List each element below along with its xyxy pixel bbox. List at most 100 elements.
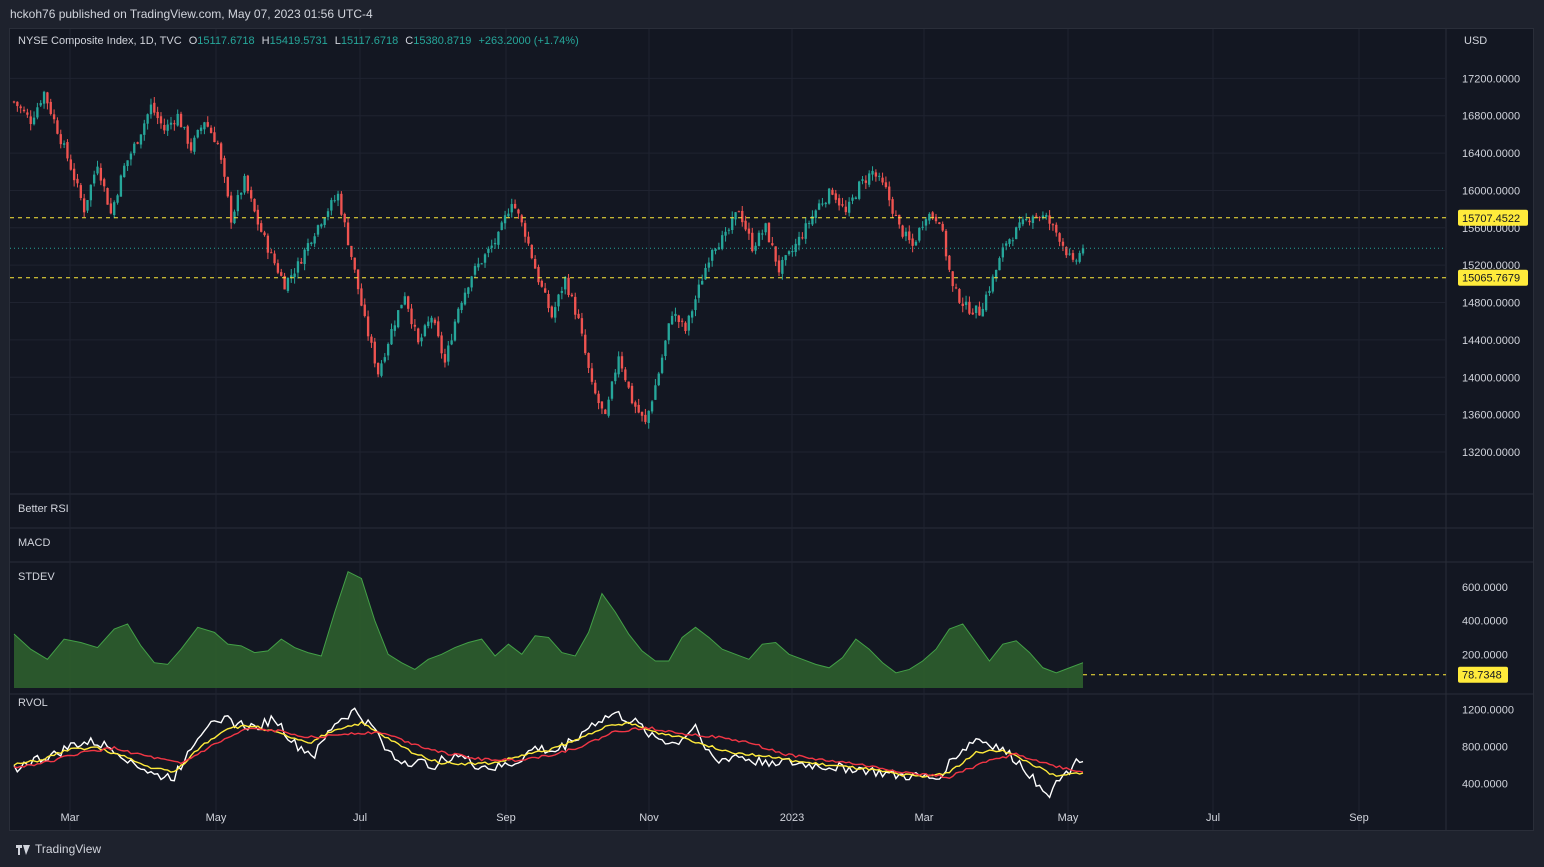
candle-body xyxy=(380,363,383,376)
candle-body xyxy=(106,188,109,205)
candle-body xyxy=(313,236,316,244)
candle-body xyxy=(126,160,129,167)
candle-body xyxy=(520,215,523,223)
candle-body xyxy=(493,242,497,245)
candle-body xyxy=(16,101,19,107)
candle-body xyxy=(253,198,256,212)
candle-body xyxy=(878,175,881,177)
candle-body xyxy=(751,232,754,252)
currency-label: USD xyxy=(1464,35,1487,47)
candle-body xyxy=(757,232,761,246)
x-tick-label: Sep xyxy=(1349,812,1369,824)
candle-body xyxy=(336,193,340,201)
pane-label-macd[interactable]: MACD xyxy=(18,537,51,549)
y-tick-label: 14800.0000 xyxy=(1462,298,1520,310)
candle-body xyxy=(1055,224,1058,233)
candle-body xyxy=(1038,217,1041,219)
candle-body xyxy=(343,213,346,223)
candle-body xyxy=(821,203,824,205)
candle-body xyxy=(430,317,433,323)
tradingview-logo-icon xyxy=(16,844,30,855)
candle-body xyxy=(764,223,767,233)
candle-body xyxy=(450,340,453,345)
ohlc-legend: NYSE Composite Index, 1D, TVC O15117.671… xyxy=(18,35,579,47)
stdev-value-label: 78.7348 xyxy=(1462,670,1502,682)
candle-body xyxy=(169,122,173,125)
candle-body xyxy=(423,325,427,337)
candle-body xyxy=(1015,227,1018,240)
candle-body xyxy=(383,357,386,362)
candle-body xyxy=(19,106,22,109)
x-tick-label: Jul xyxy=(353,812,367,824)
chart-frame[interactable] xyxy=(9,28,1534,831)
candle-body xyxy=(868,173,871,185)
pane-label-stdev[interactable]: STDEV xyxy=(18,571,55,583)
candle-body xyxy=(470,276,473,288)
candle-body xyxy=(490,245,493,248)
symbol-name[interactable]: NYSE Composite Index, 1D, TVC xyxy=(18,35,182,47)
candle-body xyxy=(924,219,928,226)
candle-body xyxy=(203,122,206,130)
candle-body xyxy=(72,168,76,181)
candle-body xyxy=(1004,243,1008,246)
candle-body xyxy=(697,284,701,298)
candle-body xyxy=(156,111,159,119)
candle-body xyxy=(12,101,16,103)
rvol-series-white xyxy=(13,707,1084,799)
candle-body xyxy=(453,321,457,341)
candle-body xyxy=(981,308,984,317)
candle-body xyxy=(407,296,410,309)
candle-body xyxy=(196,129,199,138)
x-tick-label: Nov xyxy=(639,812,659,824)
candle-body xyxy=(677,315,680,322)
pane-label-rvol[interactable]: RVOL xyxy=(18,697,48,709)
candle-body xyxy=(530,244,533,259)
candle-body xyxy=(854,197,858,200)
candle-body xyxy=(991,276,994,292)
candle-body xyxy=(600,401,604,409)
candle-body xyxy=(366,316,370,337)
candle-body xyxy=(721,235,724,249)
candle-body xyxy=(143,123,146,135)
candle-body xyxy=(477,263,480,268)
candle-body xyxy=(39,103,42,106)
candle-body xyxy=(32,117,36,125)
candle-body xyxy=(503,215,507,224)
candle-body xyxy=(587,353,590,368)
candle-body xyxy=(634,402,637,407)
candle-body xyxy=(270,252,273,254)
candle-body xyxy=(667,323,670,341)
price-level-tag xyxy=(1458,209,1528,226)
candle-body xyxy=(761,233,764,235)
candle-body xyxy=(560,291,564,293)
candle-body xyxy=(360,288,363,306)
candle-body xyxy=(771,243,774,246)
candle-body xyxy=(901,225,904,237)
candle-body xyxy=(767,222,771,243)
candle-body xyxy=(630,385,634,404)
candle-body xyxy=(594,382,597,394)
candle-body xyxy=(837,198,841,206)
candle-body xyxy=(149,104,153,115)
candle-body xyxy=(473,266,477,275)
candle-body xyxy=(1068,253,1071,255)
candle-body xyxy=(1031,216,1035,224)
candle-body xyxy=(22,109,26,112)
candle-body xyxy=(737,211,741,213)
candle-body xyxy=(413,324,417,327)
candle-body xyxy=(483,254,487,263)
pane-label-rsi[interactable]: Better RSI xyxy=(18,503,69,515)
price-level-tag xyxy=(1458,269,1528,286)
candle-body xyxy=(670,315,674,325)
candle-body xyxy=(944,230,948,257)
x-tick-label: May xyxy=(206,812,227,824)
candle-body xyxy=(614,372,617,382)
rvol-y-tick-label: 400.0000 xyxy=(1462,778,1508,790)
candle-body xyxy=(316,225,320,235)
candle-body xyxy=(620,356,624,369)
candle-body xyxy=(350,245,353,257)
candle-body xyxy=(928,213,931,221)
candle-body xyxy=(847,201,851,213)
candle-body xyxy=(219,143,223,160)
